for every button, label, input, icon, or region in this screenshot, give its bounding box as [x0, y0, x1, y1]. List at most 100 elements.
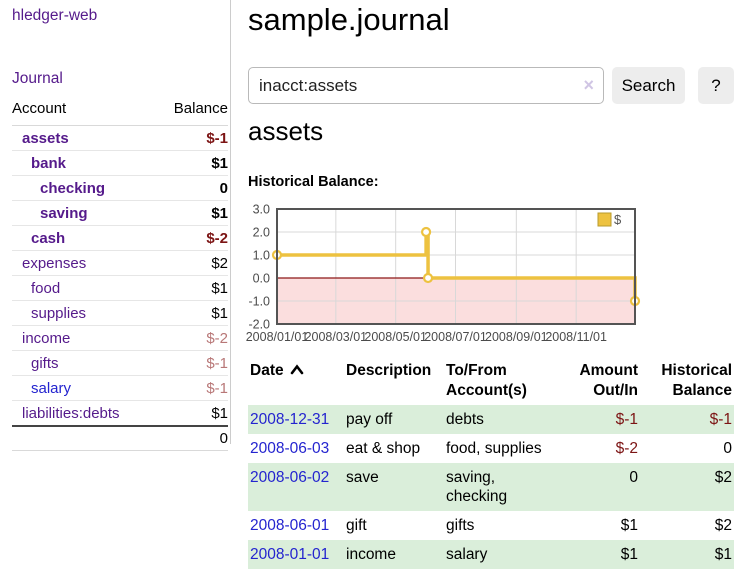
historical-balance-chart: $3.0 2.0 1.0 0.0 -1.0 -2.02008/01/012008/03/0… — [246, 203, 641, 344]
transaction-date-link[interactable]: 2008-01-01 — [250, 546, 330, 563]
account-row: income $-2 — [12, 325, 228, 351]
transaction-amount: $-2 — [615, 440, 638, 457]
account-link[interactable]: liabilities:debts — [22, 405, 120, 422]
svg-text:2008/01/01: 2008/01/01 — [246, 330, 309, 344]
account-balance: $1 — [155, 300, 228, 326]
account-row: expenses $2 — [12, 250, 228, 276]
account-balance: $1 — [155, 150, 228, 176]
transaction-date-link[interactable]: 2008-06-03 — [250, 440, 330, 457]
account-row: gifts $-1 — [12, 350, 228, 376]
app-brand-link[interactable]: hledger-web — [12, 7, 98, 24]
account-balance: $1 — [155, 400, 228, 427]
svg-text:2008/07/01: 2008/07/01 — [424, 330, 487, 344]
transaction-accounts: saving, checking — [446, 469, 508, 505]
transaction-date-link[interactable]: 2008-12-31 — [250, 411, 330, 428]
account-balance: $-1 — [155, 125, 228, 151]
svg-text:-1.0: -1.0 — [248, 295, 270, 309]
transaction-date-link[interactable]: 2008-06-02 — [250, 469, 330, 486]
svg-text:1.0: 1.0 — [253, 249, 270, 263]
transaction-accounts: salary — [446, 546, 488, 563]
account-row: checking 0 — [12, 175, 228, 201]
account-row: salary $-1 — [12, 375, 228, 401]
accounts-total-row: 0 — [12, 425, 228, 451]
transaction-description: save — [346, 469, 379, 486]
account-link[interactable]: saving — [40, 205, 88, 222]
svg-text:3.0: 3.0 — [253, 203, 270, 217]
transaction-row: 2008-01-01 income salary $1 $1 — [248, 540, 734, 569]
date-sort-link[interactable]: Date — [250, 362, 284, 379]
register-header-description: Description — [346, 362, 432, 379]
account-row: bank $1 — [12, 150, 228, 176]
svg-text:2008/05/01: 2008/05/01 — [364, 330, 427, 344]
account-link[interactable]: food — [31, 280, 61, 297]
transaction-description: income — [346, 546, 396, 563]
accounts-table: Account Balance assets $-1 bank $1 checking 0… — [12, 96, 228, 451]
transaction-row: 2008-06-03 eat & shop food, supplies $-2 0 — [248, 434, 734, 463]
transaction-description: eat & shop — [346, 440, 421, 457]
transaction-date-link[interactable]: 2008-06-01 — [250, 517, 330, 534]
svg-text:2.0: 2.0 — [253, 226, 270, 240]
account-link[interactable]: checking — [40, 180, 106, 197]
transaction-accounts: gifts — [446, 517, 475, 534]
register-header-amount: Amount Out/In — [579, 362, 638, 399]
transaction-amount: $1 — [620, 546, 638, 563]
account-link[interactable]: cash — [31, 230, 66, 247]
svg-text:0.0: 0.0 — [253, 272, 270, 286]
account-row: liabilities:debts $1 — [12, 400, 228, 427]
sidebar: hledger-web Journal Account Balance asse… — [0, 0, 230, 582]
transaction-balance: $2 — [714, 517, 732, 534]
account-link[interactable]: income — [22, 330, 71, 347]
transaction-row: 2008-06-01 gift gifts $1 $2 — [248, 511, 734, 540]
account-link[interactable]: supplies — [31, 305, 87, 322]
accounts-header-account: Account — [12, 96, 156, 126]
svg-text:-2.0: -2.0 — [248, 318, 270, 332]
account-balance: 0 — [155, 175, 228, 201]
page-title: sample.journal — [248, 2, 450, 37]
svg-text:2008/03/01: 2008/03/01 — [305, 330, 368, 344]
account-balance: $-1 — [155, 350, 228, 376]
register-header-balance: Historical Balance — [661, 362, 732, 399]
account-balance: $1 — [155, 275, 228, 301]
search-input[interactable] — [248, 67, 604, 104]
account-balance: $-2 — [155, 325, 228, 351]
account-balance: $1 — [155, 200, 228, 226]
transaction-accounts: debts — [446, 411, 484, 428]
svg-text:2008/09/01: 2008/09/01 — [485, 330, 548, 344]
sort-ascending-icon[interactable] — [290, 364, 304, 375]
main-content: sample.journal × Search ? assets Histori… — [246, 0, 734, 582]
transaction-balance: $-1 — [709, 411, 732, 428]
account-row: supplies $1 — [12, 300, 228, 326]
register-table: Date Description To/From Account(s) Amou… — [248, 357, 734, 569]
sidebar-divider — [230, 0, 231, 444]
transaction-row: 2008-06-02 save saving, checking 0 $2 — [248, 463, 734, 511]
account-link[interactable]: gifts — [31, 355, 59, 372]
account-balance: $2 — [155, 250, 228, 276]
accounts-header-balance: Balance — [155, 96, 228, 126]
account-heading: assets — [248, 116, 324, 146]
account-link[interactable]: expenses — [22, 255, 87, 272]
help-button[interactable]: ? — [698, 67, 734, 104]
account-balance: $-1 — [155, 375, 228, 401]
account-link[interactable]: salary — [31, 380, 72, 397]
transaction-balance: $2 — [714, 469, 732, 486]
account-row: assets $-1 — [12, 125, 228, 151]
register-header-accounts: To/From Account(s) — [446, 362, 527, 399]
transaction-amount: $-1 — [615, 411, 638, 428]
transaction-accounts: food, supplies — [446, 440, 542, 457]
search-button[interactable]: Search — [612, 67, 685, 104]
transaction-balance: $1 — [714, 546, 732, 563]
sidebar-item-journal[interactable]: Journal — [12, 70, 63, 87]
account-link[interactable]: assets — [22, 130, 69, 147]
account-row: saving $1 — [12, 200, 228, 226]
transaction-description: pay off — [346, 411, 393, 428]
accounts-total-value: 0 — [155, 425, 228, 451]
register-header-date[interactable]: Date — [248, 357, 344, 405]
accounts-table-body: assets $-1 bank $1 checking 0 saving $1 cash $-2 e… — [12, 125, 228, 427]
chart-title: Historical Balance: — [248, 174, 379, 190]
transaction-amount: $1 — [620, 517, 638, 534]
account-row: food $1 — [12, 275, 228, 301]
clear-search-icon[interactable]: × — [583, 75, 594, 95]
register-table-body: 2008-12-31 pay off debts $-1 $-1 2008-06-03 ea… — [248, 405, 734, 569]
transaction-row: 2008-12-31 pay off debts $-1 $-1 — [248, 405, 734, 434]
account-link[interactable]: bank — [31, 155, 67, 172]
